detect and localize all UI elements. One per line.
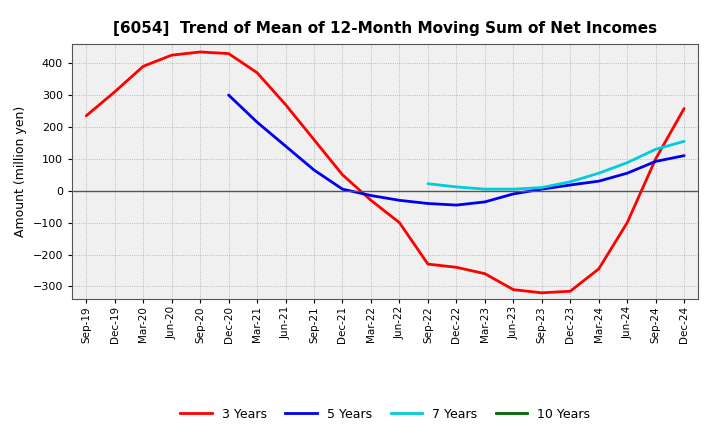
Y-axis label: Amount (million yen): Amount (million yen) <box>14 106 27 237</box>
Legend: 3 Years, 5 Years, 7 Years, 10 Years: 3 Years, 5 Years, 7 Years, 10 Years <box>176 403 595 425</box>
Title: [6054]  Trend of Mean of 12-Month Moving Sum of Net Incomes: [6054] Trend of Mean of 12-Month Moving … <box>113 21 657 36</box>
